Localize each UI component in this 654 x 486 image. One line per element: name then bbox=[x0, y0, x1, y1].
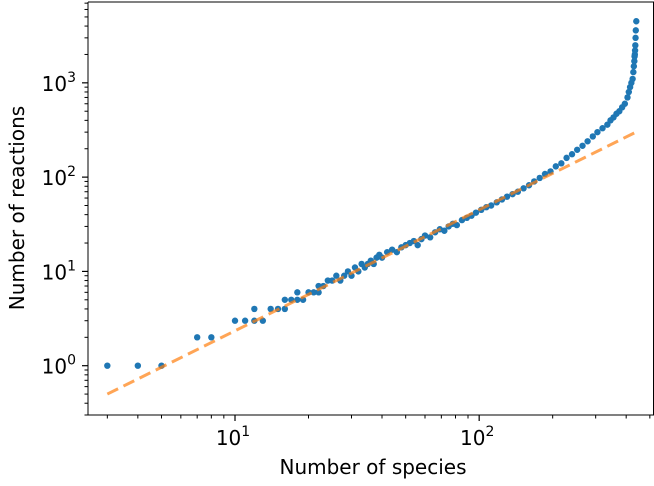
data-point bbox=[589, 133, 597, 140]
y-tick-label: 100 bbox=[42, 353, 76, 379]
y-tick-base: 10 bbox=[42, 72, 67, 96]
data-point bbox=[625, 88, 632, 96]
y-tick-label: 101 bbox=[42, 258, 76, 284]
data-point bbox=[414, 241, 421, 249]
data-point bbox=[193, 334, 201, 341]
data-point bbox=[633, 18, 640, 25]
x-tick-exponent: 2 bbox=[485, 424, 494, 440]
x-tick-label: 101 bbox=[216, 424, 250, 450]
data-point bbox=[629, 75, 636, 83]
data-point bbox=[441, 227, 448, 234]
data-point bbox=[594, 128, 601, 136]
x-tick-label: 102 bbox=[460, 424, 494, 450]
data-point bbox=[573, 146, 581, 153]
y-tick-base: 10 bbox=[42, 166, 67, 190]
data-point bbox=[632, 34, 639, 42]
y-tick-base: 10 bbox=[42, 260, 67, 284]
y-axis-label: Number of reactions bbox=[5, 106, 29, 310]
data-point bbox=[568, 151, 576, 158]
y-tick-exponent: 0 bbox=[67, 353, 76, 369]
data-point bbox=[630, 68, 637, 76]
data-point bbox=[333, 272, 340, 279]
data-point bbox=[487, 202, 495, 209]
data-point bbox=[294, 289, 301, 296]
data-point bbox=[584, 138, 591, 145]
data-point bbox=[558, 160, 565, 167]
y-tick-exponent: 2 bbox=[67, 164, 76, 180]
y-tick-exponent: 3 bbox=[67, 70, 76, 86]
data-point bbox=[104, 362, 111, 369]
data-point bbox=[579, 142, 586, 149]
data-point bbox=[631, 57, 638, 65]
data-point bbox=[281, 305, 289, 313]
data-point bbox=[208, 334, 215, 341]
data-point bbox=[621, 100, 629, 107]
data-point bbox=[632, 42, 639, 49]
y-tick-label: 102 bbox=[42, 164, 76, 190]
data-point bbox=[267, 305, 274, 313]
data-point bbox=[281, 296, 289, 303]
x-axis-ticks: 101 102 bbox=[216, 415, 494, 450]
data-point bbox=[426, 234, 434, 241]
x-tick-base: 10 bbox=[216, 426, 241, 450]
data-point bbox=[241, 317, 249, 324]
x-tick-exponent: 1 bbox=[241, 424, 250, 440]
data-point bbox=[632, 27, 639, 34]
data-point bbox=[630, 63, 638, 70]
data-point bbox=[251, 305, 258, 313]
y-tick-base: 10 bbox=[42, 355, 67, 379]
data-point bbox=[231, 317, 239, 324]
data-point bbox=[552, 163, 560, 170]
plot-area bbox=[104, 18, 640, 396]
data-point bbox=[536, 174, 543, 182]
data-point bbox=[599, 125, 606, 132]
y-tick-exponent: 1 bbox=[67, 258, 76, 274]
y-tick-label: 103 bbox=[42, 70, 76, 96]
data-points bbox=[104, 18, 640, 369]
data-point bbox=[315, 289, 322, 296]
data-point bbox=[388, 246, 396, 253]
data-point bbox=[520, 185, 527, 192]
data-point bbox=[472, 209, 480, 216]
data-point bbox=[134, 362, 142, 369]
data-point bbox=[624, 94, 631, 101]
data-point bbox=[631, 47, 639, 54]
axes bbox=[84, 1, 654, 419]
x-tick-base: 10 bbox=[460, 426, 485, 450]
fit-line bbox=[106, 129, 640, 396]
data-point bbox=[563, 154, 570, 162]
x-axis-label: Number of species bbox=[279, 455, 466, 479]
data-point bbox=[453, 221, 461, 229]
